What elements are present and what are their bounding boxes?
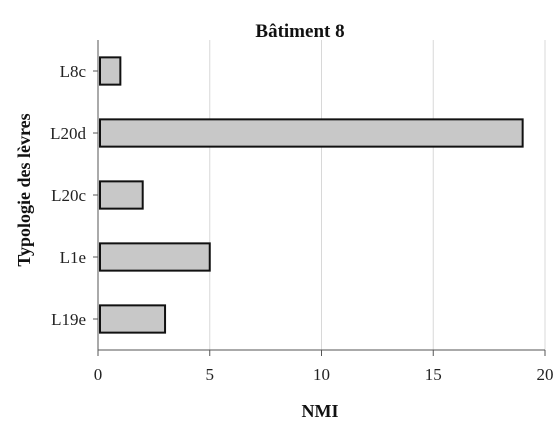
labels: 0 5 10 15 20 L8c L20d L20c L1e L19e [50,62,553,384]
x-axis-label: NMI [302,401,339,421]
x-tick-label: 5 [206,365,215,384]
category-label: L19e [51,310,86,329]
bar-l8c [99,56,122,86]
bar-l1e [99,242,211,272]
bar-l19e [99,304,167,334]
x-tick-label: 10 [313,365,330,384]
bar-l20c [99,180,144,210]
category-label: L1e [60,248,86,267]
x-tick-label: 0 [94,365,103,384]
y-axis-label: Typologie des lèvres [14,113,34,266]
category-label: L8c [60,62,87,81]
bars [99,56,524,334]
x-tick-label: 15 [425,365,442,384]
bar-l20d [99,118,524,148]
category-label: L20c [51,186,86,205]
category-label: L20d [50,124,86,143]
x-tick-label: 20 [537,365,554,384]
grid-lines [93,40,546,356]
chart-title: Bâtiment 8 [255,21,344,42]
